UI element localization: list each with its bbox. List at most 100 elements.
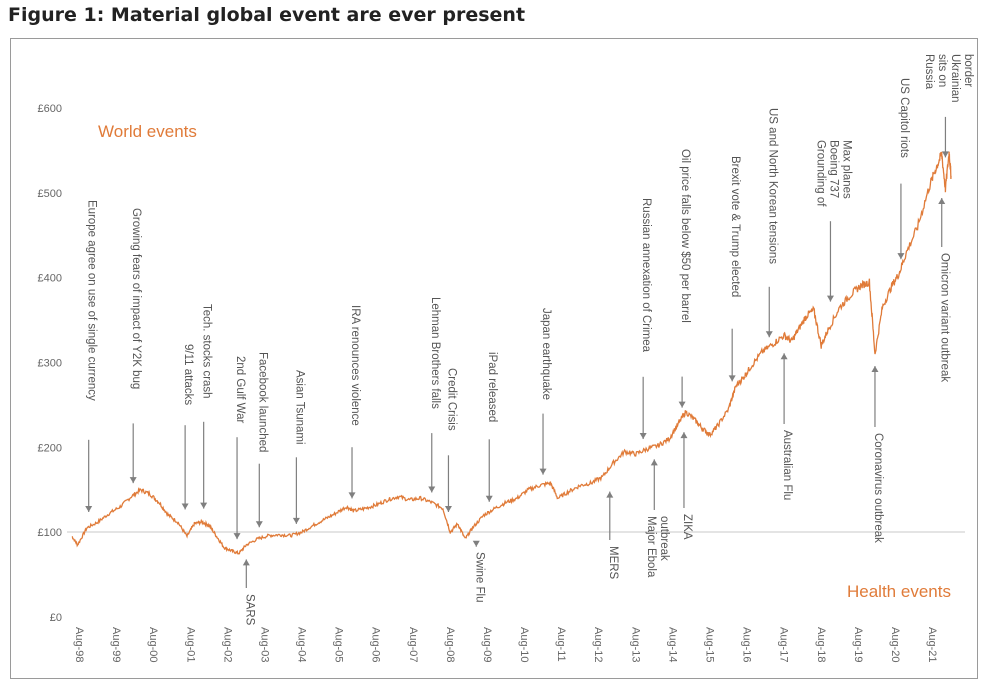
x-tick-label: Aug-18 — [815, 627, 827, 662]
event-label: Grounding of — [814, 140, 826, 207]
health-event-arrow-head — [472, 540, 480, 547]
x-tick-label: Aug-01 — [184, 627, 196, 662]
x-tick-label: Aug-02 — [221, 627, 233, 662]
x-tick-label: Aug-14 — [666, 627, 678, 662]
x-tick-label: Aug-19 — [852, 627, 864, 662]
event-label: Coronavirus outbreak — [872, 433, 884, 543]
x-tick-label: Aug-98 — [73, 627, 85, 662]
chart-frame — [10, 38, 978, 679]
x-tick-label: Aug-07 — [407, 627, 419, 662]
x-tick-label: Aug-15 — [704, 627, 716, 662]
event-label: 2nd Gulf War — [234, 356, 246, 423]
event-label: Boeing 737 — [827, 140, 839, 198]
x-tick-label: Aug-06 — [370, 627, 382, 662]
event-label: Tech. stocks crash — [201, 304, 213, 399]
event-label: Omicron variant outbreak — [939, 253, 951, 382]
x-tick-label: Aug-13 — [629, 627, 641, 662]
x-tick-label: Aug-11 — [555, 627, 567, 662]
event-label: Europe agree on use of single currency — [86, 200, 98, 401]
world-event-arrow-head — [200, 502, 208, 509]
y-tick-label: £500 — [38, 188, 62, 200]
world-event-arrow-head — [181, 503, 189, 510]
health-event-arrow-head — [242, 559, 250, 566]
y-axis-ticks: £0 £100 £200 £300 £400 £500 £600 — [38, 103, 62, 624]
world-event-arrow-head — [428, 486, 436, 493]
event-label: sits on — [936, 54, 948, 87]
y-tick-label: £0 — [50, 612, 62, 624]
event-label: Major Ebola — [645, 516, 657, 578]
x-tick-label: Aug-20 — [889, 627, 901, 662]
world-event-arrow-head — [444, 505, 452, 512]
world-event-arrow-head — [639, 433, 647, 440]
world-event-arrow-head — [941, 151, 949, 158]
event-label: Facebook launched — [256, 352, 268, 452]
x-tick-label: Aug-12 — [592, 627, 604, 662]
event-label: 9/11 attacks — [182, 344, 194, 405]
event-label: US and North Korean tensions — [766, 108, 778, 264]
x-tick-label: Aug-05 — [333, 627, 345, 662]
y-tick-label: £400 — [38, 273, 62, 285]
world-event-arrow-head — [485, 495, 493, 502]
event-label: Russia — [923, 54, 935, 90]
figure-title: Figure 1: Material global event are ever… — [8, 4, 526, 26]
event-arrows — [85, 116, 949, 588]
x-tick-label: Aug-16 — [741, 627, 753, 662]
y-tick-label: £200 — [38, 442, 62, 454]
y-tick-label: £100 — [38, 527, 62, 539]
event-label: Credit Crisis — [445, 368, 457, 431]
world-event-arrow-head — [897, 253, 905, 260]
event-label: US Capitol riots — [898, 78, 910, 158]
series-line — [71, 151, 952, 555]
event-label: Swine Flu — [473, 552, 485, 603]
x-tick-label: Aug-04 — [296, 627, 308, 662]
x-tick-label: Aug-08 — [444, 627, 456, 662]
health-events-label: Health events — [847, 582, 951, 601]
y-tick-label: £600 — [38, 103, 62, 115]
world-event-arrow-head — [678, 401, 686, 408]
event-label: Ukrainian — [949, 54, 961, 103]
event-label: Asian Tsunami — [293, 370, 305, 445]
y-tick-label: £300 — [38, 358, 62, 370]
health-event-arrow-head — [650, 459, 658, 466]
event-label: Max planes — [840, 140, 852, 199]
health-event-arrow-head — [606, 491, 614, 498]
event-label: Lehman Brothers falls — [429, 297, 441, 409]
world-event-arrow-head — [255, 521, 263, 528]
world-event-arrow-head — [826, 295, 834, 302]
x-tick-label: Aug-10 — [518, 627, 530, 662]
world-event-arrow-head — [233, 533, 241, 540]
world-event-arrow-head — [539, 468, 547, 475]
x-tick-label: Aug-99 — [110, 627, 122, 662]
world-event-arrow-head — [728, 375, 736, 382]
x-tick-label: Aug-09 — [481, 627, 493, 662]
world-event-arrow-head — [85, 505, 93, 512]
event-label: SARS — [243, 594, 255, 626]
event-labels: Europe agree on use of single currency Gr… — [86, 54, 974, 626]
event-label: Oil price falls below $50 per barrel — [679, 149, 691, 323]
event-label: border — [962, 54, 974, 87]
health-event-arrow-head — [780, 353, 788, 360]
x-tick-label: Aug-21 — [926, 627, 938, 662]
event-label: MERS — [607, 546, 619, 580]
event-label: Growing fears of impact of Y2K bug — [130, 208, 142, 389]
x-tick-label: Aug-17 — [778, 627, 790, 662]
x-tick-label: Aug-03 — [258, 627, 270, 662]
health-event-arrow-head — [938, 198, 946, 205]
x-tick-label: Aug-00 — [147, 627, 159, 662]
event-label: Australian Flu — [781, 430, 793, 500]
event-label: IRA renounces violence — [349, 305, 361, 426]
event-label: ZIKA — [681, 514, 693, 540]
world-event-arrow-head — [129, 477, 137, 484]
world-events-label: World events — [98, 122, 197, 141]
event-label: iPad released — [486, 352, 498, 422]
world-event-arrow-head — [292, 517, 300, 524]
world-event-arrow-head — [765, 331, 773, 338]
health-event-arrow-head — [680, 432, 688, 439]
event-label: Brexit vote & Trump elected — [729, 156, 741, 297]
x-axis-ticks: Aug-98 Aug-99 Aug-00 Aug-01 Aug-02 Aug-03 Aug-… — [73, 627, 938, 662]
event-label: outbreak — [658, 516, 670, 561]
event-label: Russian annexation of Crimea — [640, 198, 652, 353]
world-event-arrow-head — [348, 492, 356, 499]
event-label: Japan earthquake — [540, 308, 552, 400]
